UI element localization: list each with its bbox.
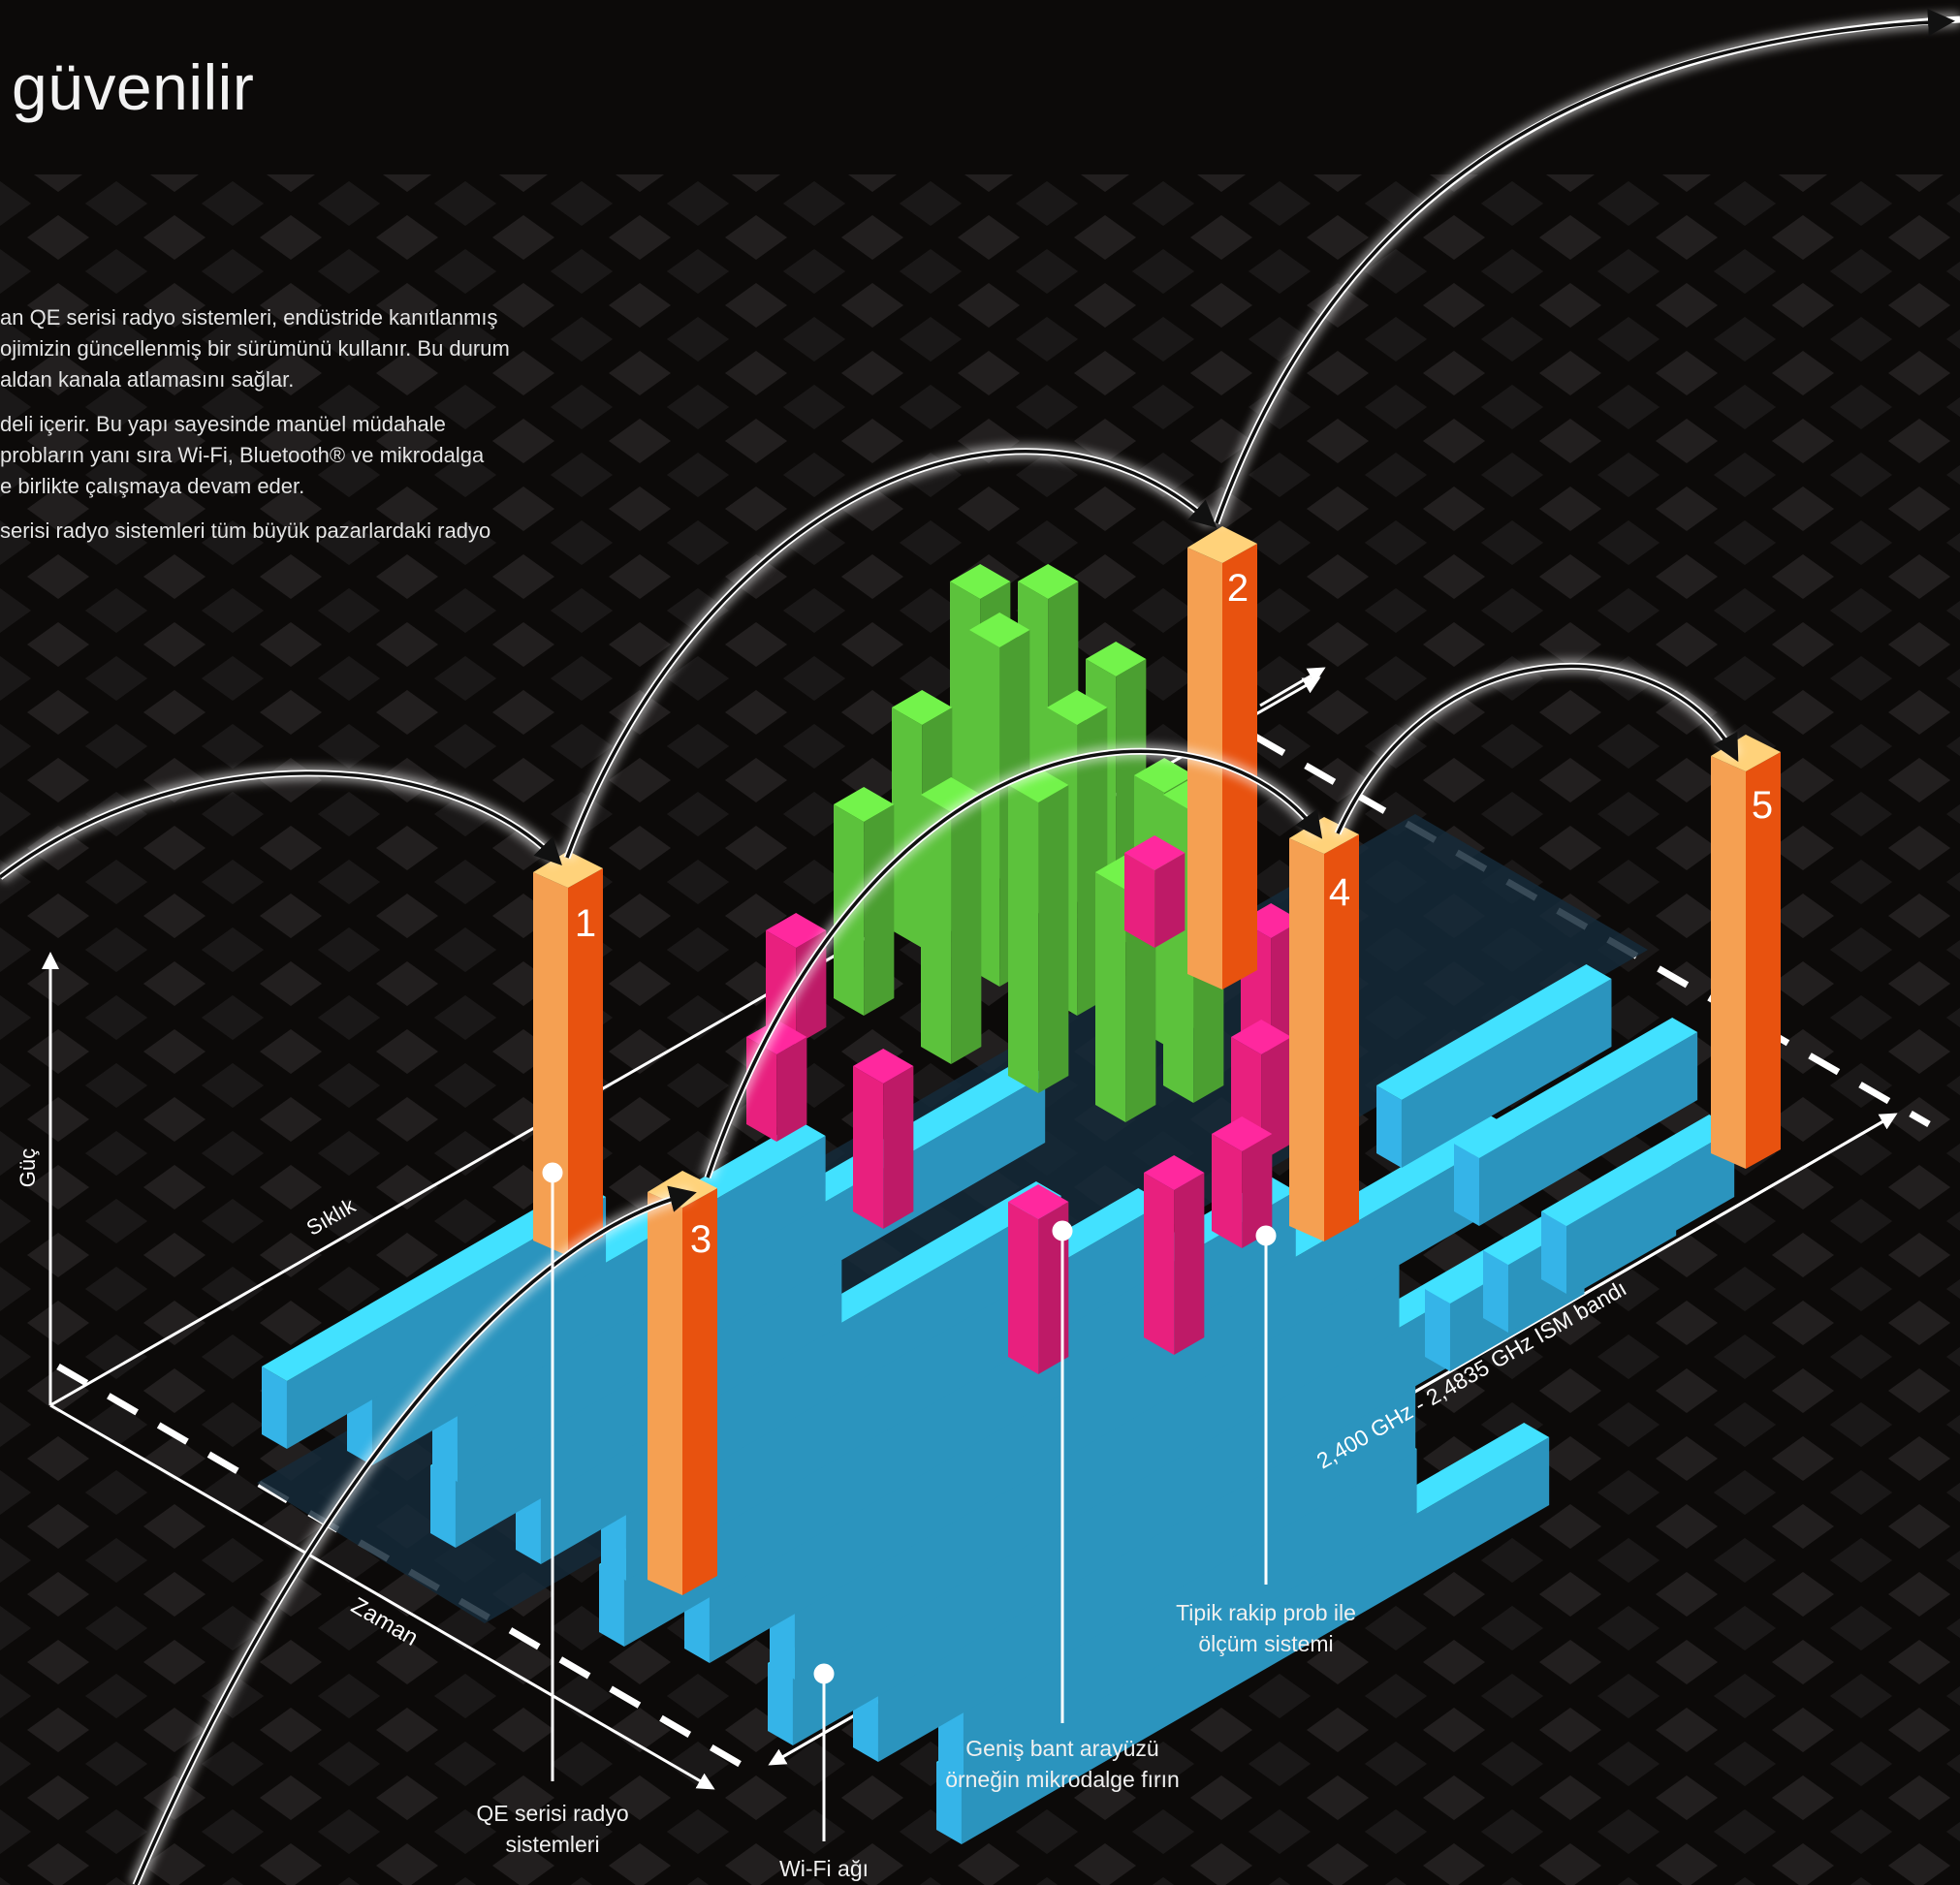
paragraph-line: ojimizin güncellenmiş bir sürümünü kulla…	[0, 336, 510, 361]
hop-bar-5	[1711, 735, 1781, 1169]
callout-line: QE serisi radyo	[476, 1801, 629, 1826]
callout-line: Geniş bant arayüzü	[965, 1736, 1159, 1761]
paragraph-line: probların yanı sıra Wi-Fi, Bluetooth® ve…	[0, 443, 485, 467]
competitor-bar	[1144, 1155, 1205, 1355]
competitor-bar	[1124, 835, 1185, 948]
callout-line: Wi-Fi ağı	[779, 1856, 869, 1881]
wifi-bar	[1541, 1115, 1735, 1294]
intro-text: an QE serisi radyo sistemleri, endüstrid…	[0, 302, 582, 560]
callout-competitor: Tipik rakip prob ile ölçüm sistemi	[1176, 1597, 1356, 1659]
wifi-channels	[262, 964, 1735, 1844]
callout-broadband: Geniş bant arayüzü örneğin mikrodalge fı…	[945, 1733, 1180, 1795]
competitor-bar	[746, 1020, 807, 1142]
time-axis	[49, 1403, 715, 1790]
paragraph-line: e birlikte çalışmaya devam eder.	[0, 474, 305, 498]
callout-wifi: Wi-Fi ağı	[779, 1853, 869, 1884]
hop-arcs	[0, 9, 1960, 1885]
callout-line: ölçüm sistemi	[1198, 1631, 1334, 1656]
hop-number-5: 5	[1752, 784, 1773, 827]
callout-pointers	[542, 1162, 1277, 1841]
hop-number-1: 1	[575, 902, 596, 945]
hop-bar-1	[533, 851, 603, 1256]
arc-2-out	[1215, 9, 1955, 524]
hop-number-4: 4	[1329, 871, 1350, 914]
hop-bar-4	[1289, 817, 1359, 1241]
arc-to-1	[0, 771, 562, 879]
callout-line: Tipik rakip prob ile	[1176, 1600, 1356, 1625]
arc-4-to-5	[1336, 664, 1739, 834]
wifi-bar	[1454, 1018, 1698, 1226]
dashed-guides	[56, 733, 1931, 1777]
competitor-bar	[853, 1049, 914, 1229]
wifi-bar	[262, 1182, 607, 1449]
arc-to-3	[134, 1185, 697, 1885]
paragraph-line: aldan kanala atlamasını sağlar.	[0, 367, 295, 392]
callout-line: sistemleri	[505, 1832, 600, 1857]
hop-number-2: 2	[1227, 567, 1249, 610]
callout-line: örneğin mikrodalge fırın	[945, 1767, 1180, 1792]
arc-3-to-4	[706, 749, 1323, 1178]
arc-2-small	[1259, 667, 1326, 707]
hop-channels	[533, 526, 1781, 1595]
competitor-bar	[1008, 1184, 1069, 1374]
competitor-channels	[746, 835, 1302, 1374]
broadband-bar	[921, 777, 982, 1064]
power-axis-label: Güç	[16, 1148, 40, 1187]
broadband-interference	[834, 564, 1224, 1122]
arc-1-to-2	[565, 450, 1217, 859]
page-title: güvenilir	[12, 51, 255, 123]
wifi-bar	[1376, 964, 1612, 1168]
hop-number-3: 3	[690, 1218, 711, 1261]
paragraph-line: an QE serisi radyo sistemleri, endüstrid…	[0, 305, 498, 330]
paragraph-line: serisi radyo sistemleri tüm büyük pazarl…	[0, 518, 491, 543]
competitor-bar	[1212, 1116, 1273, 1248]
broadband-bar	[1008, 768, 1069, 1093]
paragraph-line: deli içerir. Bu yapı sayesinde manüel mü…	[0, 412, 446, 436]
callout-qe-systems: QE serisi radyo sistemleri	[476, 1798, 628, 1860]
